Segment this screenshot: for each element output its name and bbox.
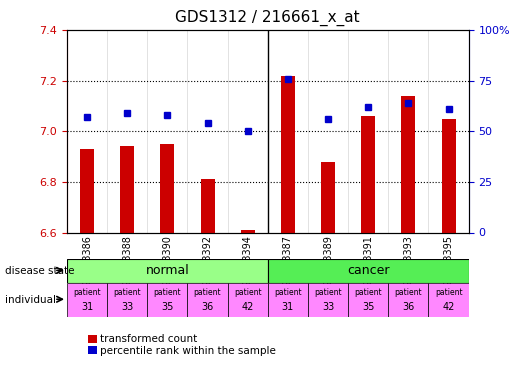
Text: patient: patient [73,288,101,297]
Bar [321,162,335,232]
Bar [281,76,295,232]
FancyBboxPatch shape [268,259,469,283]
Text: 31: 31 [81,302,93,312]
Text: individual: individual [5,295,56,305]
Text: patient: patient [394,288,422,297]
Title: GDS1312 / 216661_x_at: GDS1312 / 216661_x_at [176,10,360,26]
Text: percentile rank within the sample: percentile rank within the sample [100,346,277,355]
Text: patient: patient [234,288,262,297]
Bar [441,118,456,232]
FancyBboxPatch shape [388,283,428,317]
Text: 35: 35 [161,302,174,312]
FancyBboxPatch shape [308,283,348,317]
Text: transformed count: transformed count [100,334,198,344]
Bar [160,144,175,232]
Text: patient: patient [354,288,382,297]
Bar [200,179,215,232]
FancyBboxPatch shape [67,283,107,317]
Text: 35: 35 [362,302,374,312]
Text: patient: patient [435,288,462,297]
Text: patient: patient [113,288,141,297]
Bar [401,96,416,232]
FancyBboxPatch shape [147,283,187,317]
Text: 42: 42 [242,302,254,312]
Bar [80,149,94,232]
Text: 33: 33 [322,302,334,312]
Text: patient: patient [274,288,302,297]
Text: 36: 36 [402,302,415,312]
FancyBboxPatch shape [268,283,308,317]
Bar [120,147,134,232]
FancyBboxPatch shape [348,283,388,317]
Bar [241,230,255,232]
Text: cancer: cancer [347,264,389,278]
Text: patient: patient [194,288,221,297]
Text: patient: patient [153,288,181,297]
Text: patient: patient [314,288,342,297]
Text: 31: 31 [282,302,294,312]
Text: normal: normal [146,264,189,278]
Text: 42: 42 [442,302,455,312]
Text: 33: 33 [121,302,133,312]
FancyBboxPatch shape [428,283,469,317]
FancyBboxPatch shape [67,259,268,283]
FancyBboxPatch shape [228,283,268,317]
FancyBboxPatch shape [107,283,147,317]
Text: disease state: disease state [5,266,75,276]
Bar [361,116,375,232]
Text: 36: 36 [201,302,214,312]
FancyBboxPatch shape [187,283,228,317]
